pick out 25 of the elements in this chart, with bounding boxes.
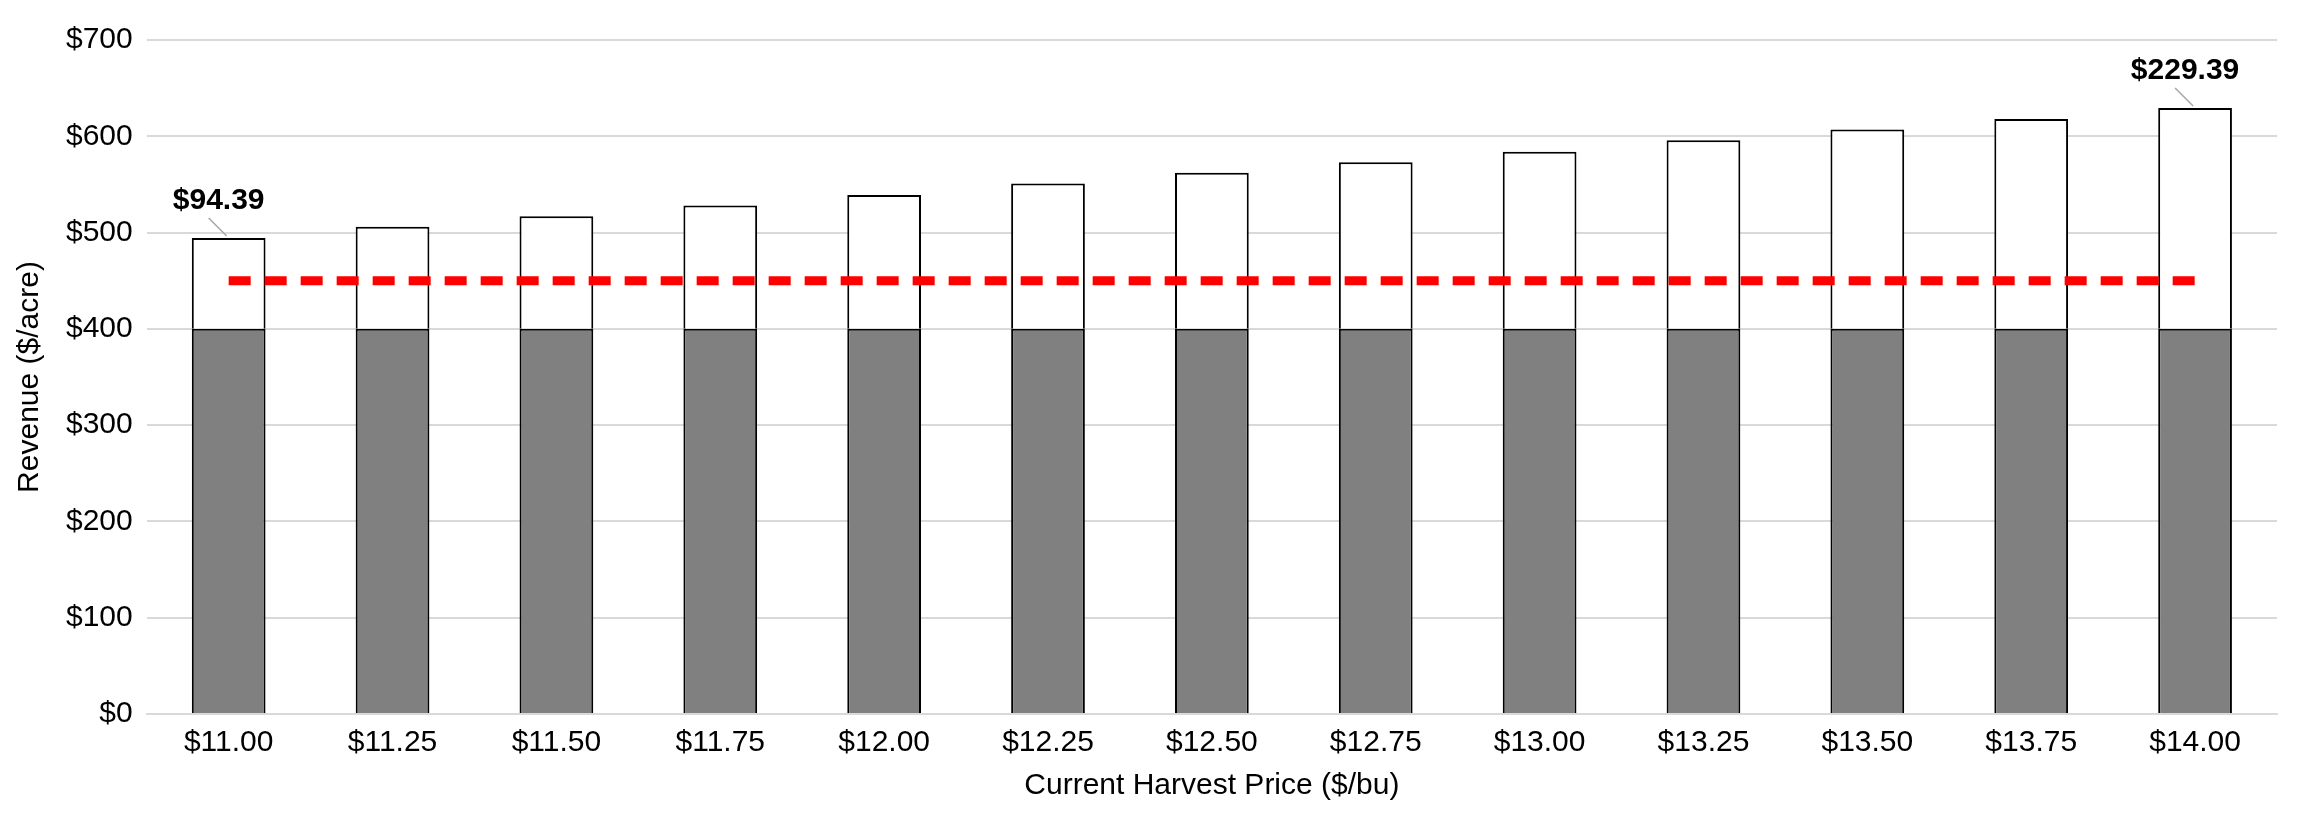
data-label: $229.39 [2130,52,2240,86]
x-tick-label: $13.75 [1985,724,2078,758]
y-axis-title: Revenue ($/acre) [11,261,45,493]
y-tick-label: $300 [65,406,133,440]
y-tick-label: $100 [65,598,133,632]
x-tick-label: $11.00 [183,724,274,758]
x-tick-label: $11.75 [675,724,766,758]
y-tick-label: $600 [65,117,133,151]
x-tick-label: $13.00 [1493,724,1586,758]
x-tick-label: $12.50 [1165,724,1258,758]
x-tick-label: $12.75 [1329,724,1422,758]
x-axis-title: Current Harvest Price ($/bu) [1024,767,1400,801]
x-tick-label: $12.00 [838,724,931,758]
x-tick-label: $14.00 [2149,724,2241,758]
y-tick-label: $200 [65,502,133,536]
data-label: $94.39 [172,182,265,216]
x-tick-label: $13.50 [1821,724,1914,758]
x-tick-label: $13.25 [1657,724,1750,758]
y-tick-label: $700 [65,21,133,55]
x-tick-label: $12.25 [1002,724,1094,758]
y-tick-label: $0 [99,695,133,729]
y-tick-label: $500 [65,213,133,247]
y-tick-label: $400 [65,310,133,344]
x-tick-label: $11.50 [511,724,602,758]
x-tick-label: $11.25 [347,724,438,758]
